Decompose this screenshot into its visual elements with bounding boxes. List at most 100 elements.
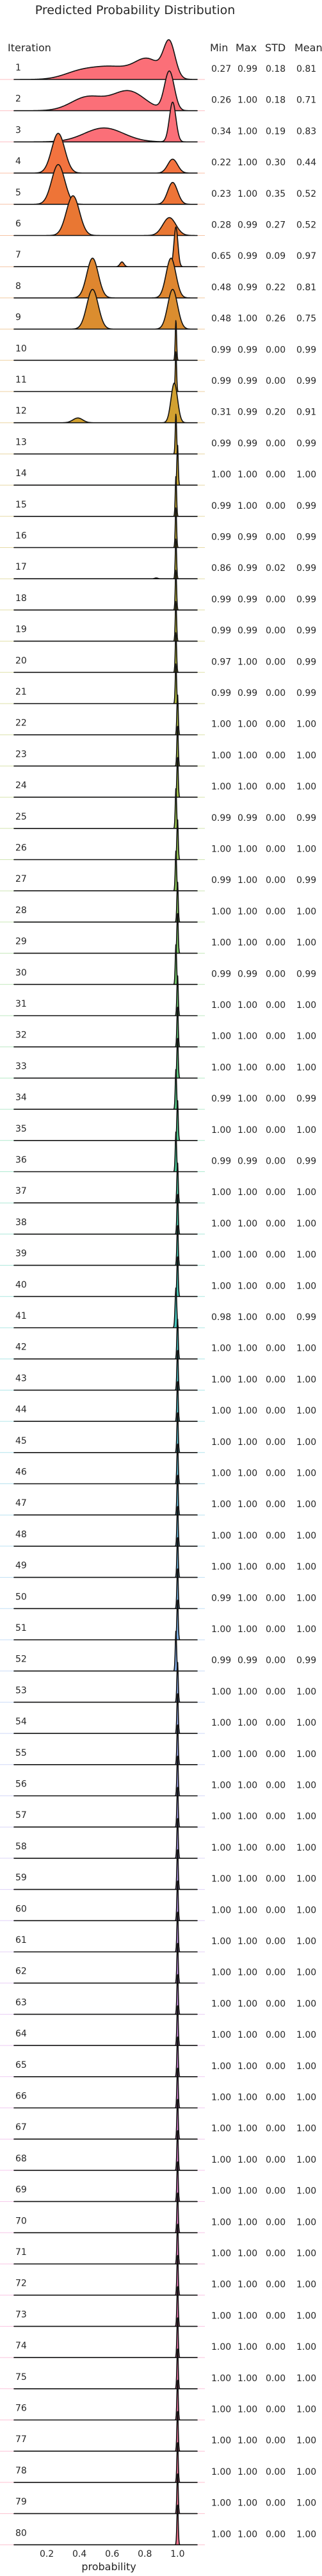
stat-max: 1.00 — [237, 1344, 257, 1354]
ridge-density — [13, 600, 198, 642]
ridge-row: 14 1.00 1.00 0.00 1.00 — [0, 445, 316, 486]
stat-std: 0.00 — [266, 2498, 286, 2509]
ridge-row: 6 0.28 0.99 0.27 0.52 — [0, 195, 316, 236]
iteration-label: 16 — [15, 531, 27, 541]
stat-min: 1.00 — [211, 1344, 231, 1354]
stat-std: 0.00 — [266, 501, 286, 511]
iteration-label: 25 — [15, 812, 27, 822]
ridge-row: 4 0.22 1.00 0.30 0.44 — [0, 133, 316, 174]
iteration-label: 15 — [15, 500, 27, 510]
stat-max: 1.00 — [237, 1905, 257, 1915]
stat-min: 1.00 — [211, 1718, 231, 1728]
iteration-label: 37 — [15, 1186, 27, 1196]
stat-mean: 1.00 — [296, 1531, 316, 1541]
ridge-row: 79 1.00 1.00 0.00 1.00 — [0, 2473, 316, 2514]
stat-std: 0.00 — [266, 2405, 286, 2415]
ridge-density — [13, 2036, 198, 2077]
stat-max: 0.99 — [237, 688, 257, 698]
stat-max: 0.99 — [237, 626, 257, 636]
stat-mean: 1.00 — [296, 1968, 316, 1978]
iteration-label: 70 — [15, 2216, 27, 2226]
ridge-row: 65 1.00 1.00 0.00 1.00 — [0, 2036, 316, 2077]
iteration-label: 66 — [15, 2092, 27, 2102]
stat-std: 0.18 — [266, 95, 286, 106]
stat-max: 0.99 — [237, 345, 257, 355]
ridge-row: 34 0.99 1.00 0.00 0.99 — [0, 1069, 316, 1110]
ridge-row: 21 0.99 0.99 0.00 0.99 — [0, 663, 316, 704]
stat-mean: 0.99 — [296, 688, 316, 698]
ridge-row: 8 0.48 0.99 0.22 0.81 — [0, 258, 316, 299]
iteration-label: 75 — [15, 2372, 27, 2382]
stat-min: 0.28 — [211, 220, 231, 231]
stat-max: 1.00 — [237, 189, 257, 199]
ridge-density — [13, 288, 198, 330]
stat-std: 0.00 — [266, 1531, 286, 1541]
stat-std: 0.00 — [266, 595, 286, 605]
stat-max: 1.00 — [237, 2342, 257, 2352]
stat-std: 0.00 — [266, 2280, 286, 2290]
stat-max: 1.00 — [237, 2374, 257, 2384]
ridge-row: 3 0.34 1.00 0.19 0.83 — [0, 101, 316, 143]
stat-max: 1.00 — [237, 1250, 257, 1260]
stat-min: 0.34 — [211, 126, 231, 136]
stat-std: 0.00 — [266, 688, 286, 698]
iteration-label: 13 — [15, 437, 27, 447]
stat-max: 1.00 — [237, 875, 257, 886]
chart-title: Predicted Probability Distribution — [35, 3, 236, 17]
iteration-label: 55 — [15, 1748, 27, 1758]
ridge-row: 61 1.00 1.00 0.00 1.00 — [0, 1911, 316, 1953]
stat-mean: 1.00 — [296, 2030, 316, 2040]
stat-max: 1.00 — [237, 501, 257, 511]
stat-max: 1.00 — [237, 1812, 257, 1822]
iteration-label: 53 — [15, 1685, 27, 1696]
stat-std: 0.20 — [266, 408, 286, 418]
iteration-label: 11 — [15, 375, 27, 385]
stat-std: 0.00 — [266, 782, 286, 792]
stat-mean: 0.99 — [296, 1157, 316, 1167]
stat-mean: 1.00 — [296, 907, 316, 917]
stat-std: 0.00 — [266, 2217, 286, 2227]
x-tick-label: 0.6 — [105, 2549, 119, 2559]
stat-min: 0.99 — [211, 533, 231, 543]
stat-max: 1.00 — [237, 470, 257, 480]
stat-mean: 1.00 — [296, 2217, 316, 2227]
stat-std: 0.02 — [266, 563, 286, 574]
ridge-row: 38 1.00 1.00 0.00 1.00 — [0, 1194, 316, 1235]
stat-min: 1.00 — [211, 1032, 231, 1042]
ridge-density — [13, 570, 198, 611]
ridge-density — [13, 1443, 198, 1485]
stat-mean: 1.00 — [296, 1593, 316, 1603]
stat-min: 1.00 — [211, 1936, 231, 1947]
stat-min: 1.00 — [211, 1968, 231, 1978]
stat-std: 0.00 — [266, 813, 286, 823]
stat-min: 1.00 — [211, 2374, 231, 2384]
iteration-label: 27 — [15, 874, 27, 884]
iteration-label: 51 — [15, 1623, 27, 1633]
stat-min: 0.99 — [211, 376, 231, 386]
iteration-label: 49 — [15, 1561, 27, 1571]
stat-mean: 1.00 — [296, 1781, 316, 1791]
stat-min: 1.00 — [211, 1125, 231, 1135]
ridge-row: 50 0.99 1.00 0.00 1.00 — [0, 1568, 316, 1610]
stat-mean: 1.00 — [296, 1687, 316, 1697]
stat-min: 1.00 — [211, 720, 231, 730]
stat-std: 0.00 — [266, 1062, 286, 1073]
stat-mean: 1.00 — [296, 470, 316, 480]
ridge-density — [13, 1474, 198, 1515]
stat-min: 1.00 — [211, 1812, 231, 1822]
stat-min: 1.00 — [211, 1749, 231, 1760]
stat-std: 0.00 — [266, 470, 286, 480]
stat-mean: 0.52 — [296, 189, 316, 199]
iteration-label: 42 — [15, 1342, 27, 1353]
stat-mean: 0.97 — [296, 251, 316, 261]
stat-mean: 0.99 — [296, 563, 316, 574]
stat-min: 0.99 — [211, 1094, 231, 1104]
ridge-row: 45 1.00 1.00 0.00 1.00 — [0, 1412, 316, 1453]
ridge-density — [13, 476, 198, 517]
ridge-density — [13, 258, 198, 299]
stat-max: 1.00 — [237, 1125, 257, 1135]
ridge-row: 30 0.99 0.99 0.00 0.99 — [0, 944, 316, 986]
ridge-row: 5 0.23 1.00 0.35 0.52 — [0, 164, 316, 205]
stat-min: 0.97 — [211, 657, 231, 667]
stat-min: 1.00 — [211, 1874, 231, 1885]
